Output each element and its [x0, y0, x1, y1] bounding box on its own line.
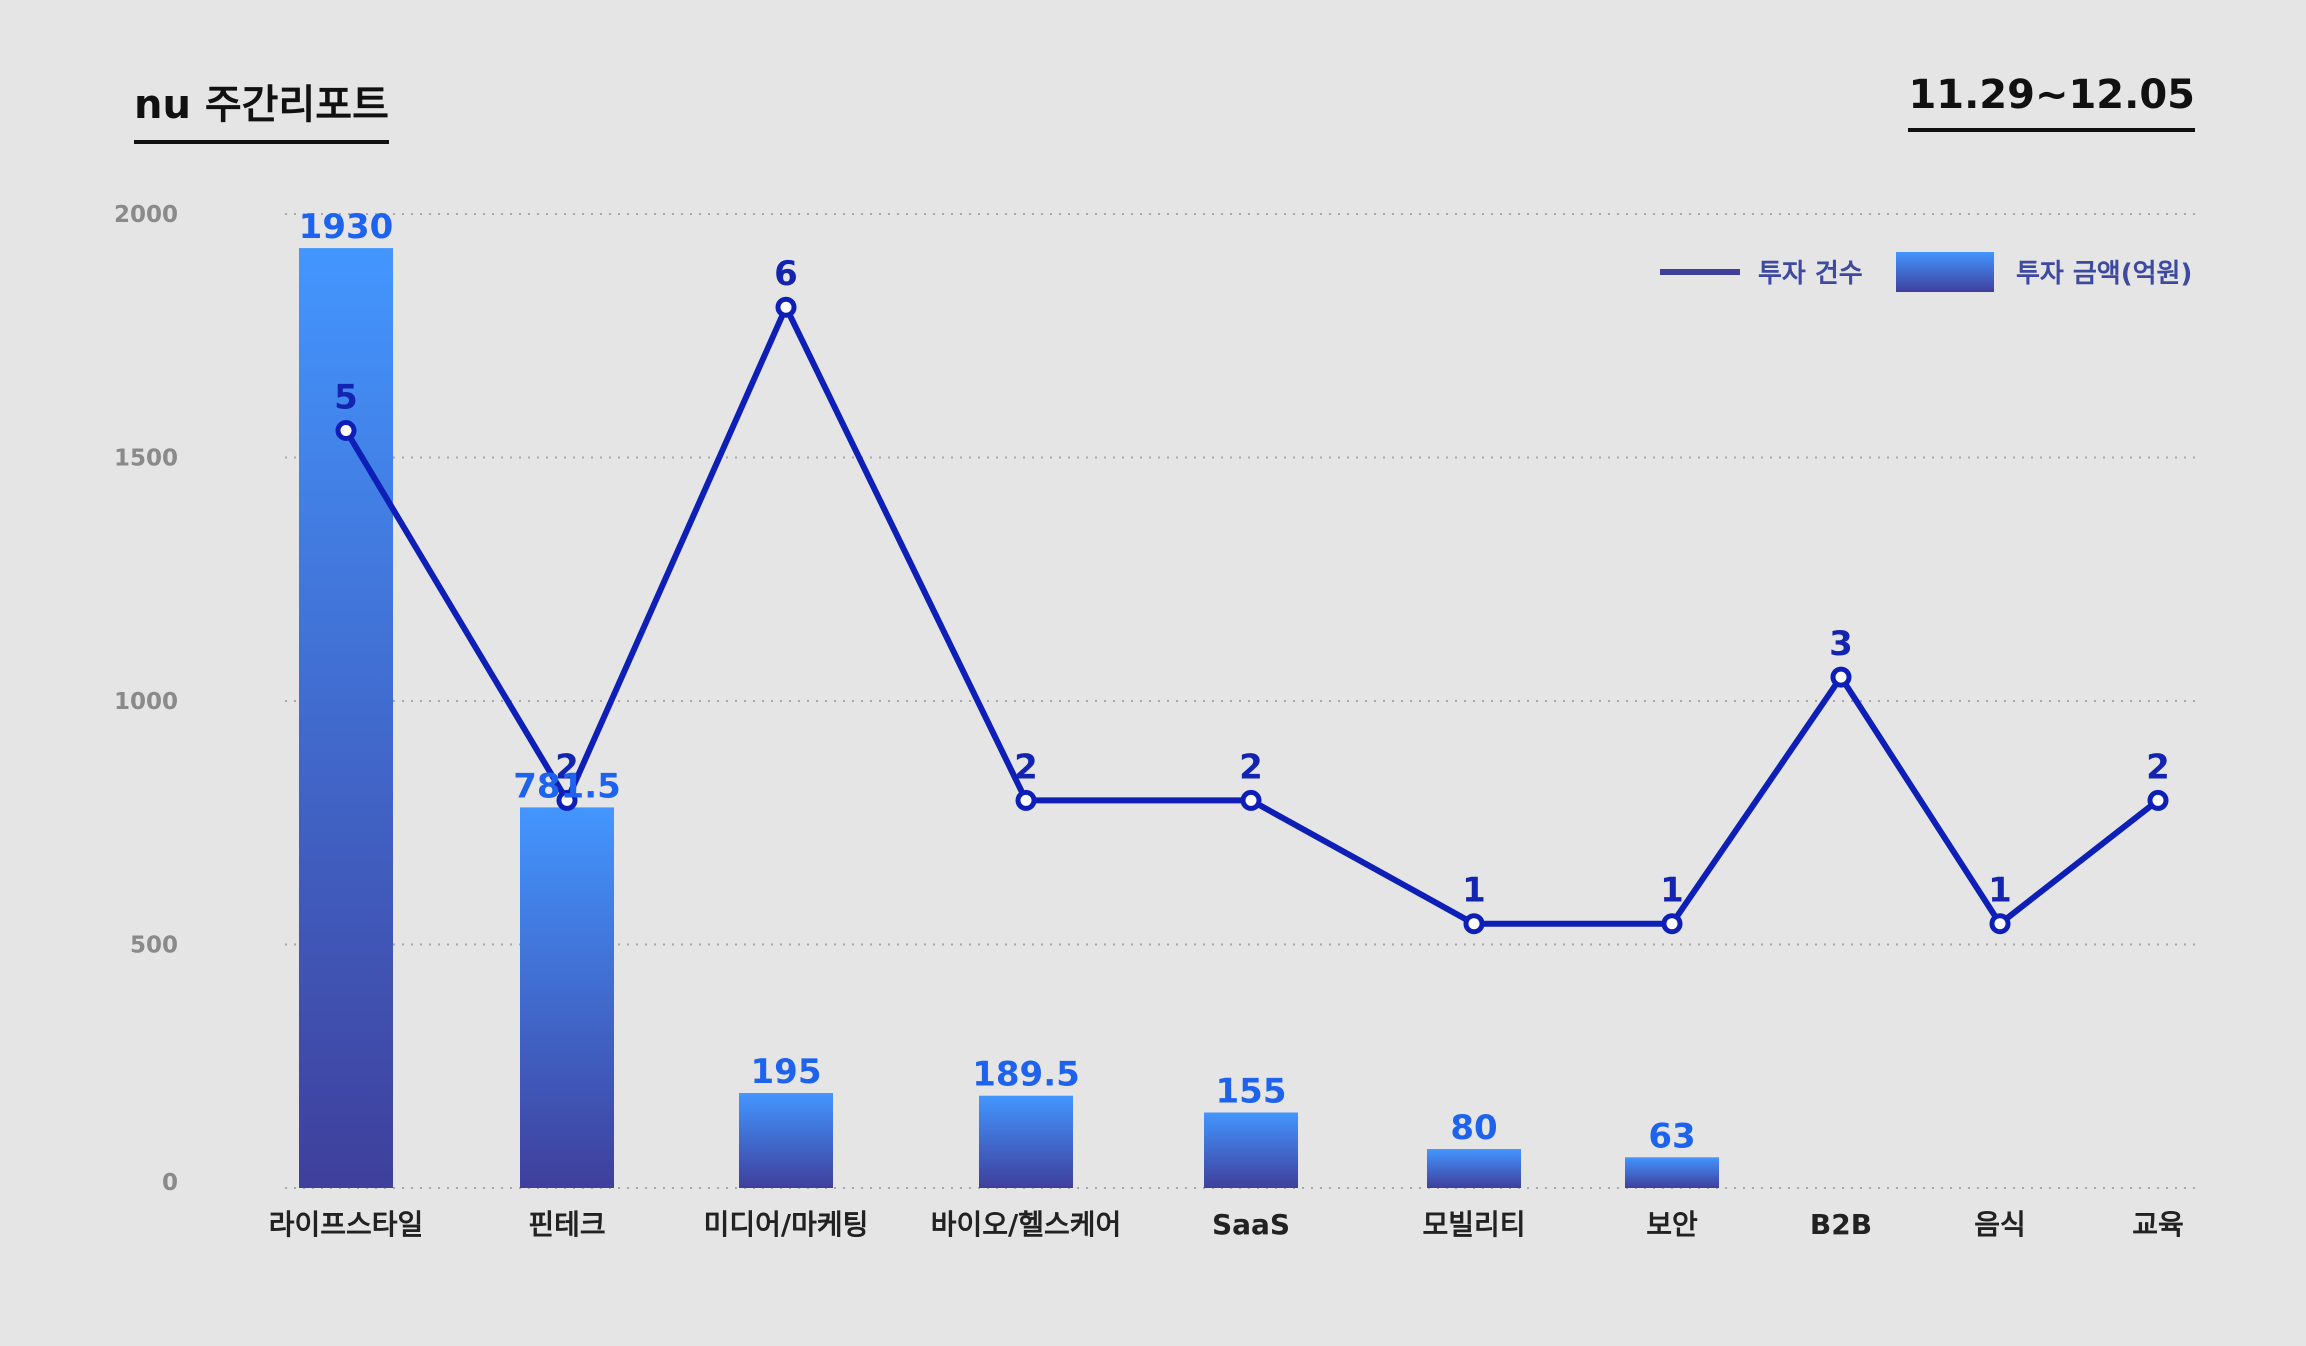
line-layer: 5 2 6 2 2 1 1 3 1 2: [334, 254, 2170, 935]
line-point: [775, 296, 797, 318]
line-point: [1015, 789, 1037, 811]
line-value-label: 2: [1239, 747, 1263, 787]
bar-value-label: 1930: [299, 207, 394, 247]
line-point: [1463, 913, 1485, 935]
bar-value-label: 63: [1648, 1116, 1695, 1156]
bar-value-label: 781.5: [513, 766, 621, 806]
line-value-label: 1: [1462, 871, 1486, 911]
x-category-label: 미디어/마케팅: [704, 1208, 869, 1241]
x-category-label: SaaS: [1212, 1208, 1290, 1241]
bar: [739, 1093, 833, 1188]
count-line: [343, 304, 2160, 927]
bar-layer: [299, 248, 1719, 1189]
x-category-label: B2B: [1810, 1208, 1872, 1241]
legend: 투자 건수 투자 금액(억원): [1660, 252, 2192, 292]
bar: [1204, 1112, 1298, 1188]
legend-bar-swatch: [1896, 252, 1994, 292]
line-value-label: 1: [1660, 871, 1684, 911]
line-value-label: 3: [1829, 624, 1853, 664]
line-value-label: 6: [774, 254, 798, 294]
x-category-label: 음식: [1974, 1208, 2026, 1241]
line-point: [1661, 913, 1683, 935]
bar: [1427, 1149, 1521, 1188]
line-point: [335, 420, 357, 441]
line-point: [1240, 789, 1262, 811]
line-point: [2147, 789, 2169, 811]
x-category-label: 교육: [2132, 1208, 2184, 1241]
grid-layer: 0 500 1000 1500 2000: [114, 202, 2196, 1196]
legend-bar-label: 투자 금액(억원): [2016, 259, 2192, 289]
x-category-label: 모빌리티: [1422, 1208, 1525, 1241]
x-category-label: 라이프스타일: [269, 1208, 424, 1241]
line-value-label: 5: [334, 378, 358, 418]
line-value-label: 2: [2146, 747, 2170, 787]
bar: [299, 248, 393, 1189]
y-tick-label: 500: [130, 933, 178, 959]
y-tick-label: 0: [162, 1170, 178, 1196]
line-value-label: 2: [555, 747, 579, 787]
y-tick-label: 1500: [114, 446, 178, 472]
bar-value-label: 80: [1450, 1108, 1497, 1148]
bar-value-label: 189.5: [972, 1055, 1080, 1095]
date-range: 11.29~12.05: [1908, 72, 2195, 132]
x-category-label: 바이오/헬스케어: [931, 1208, 1122, 1241]
line-point: [1830, 666, 1852, 688]
bar: [1625, 1157, 1719, 1188]
line-value-label: 1: [1988, 871, 2012, 911]
bar-value-label: 155: [1216, 1072, 1287, 1112]
x-category-label: 보안: [1646, 1208, 1698, 1241]
report-title: nu 주간리포트: [134, 72, 389, 144]
line-point: [1989, 913, 2011, 935]
x-category-label: 핀테크: [528, 1208, 605, 1241]
line-point: [556, 789, 578, 811]
bar: [979, 1095, 1073, 1188]
bar: [520, 807, 614, 1188]
legend-line-label: 투자 건수: [1758, 259, 1863, 289]
y-tick-label: 1000: [114, 689, 178, 715]
line-value-label: 2: [1014, 747, 1038, 787]
y-tick-label: 2000: [114, 202, 178, 228]
bar-value-label: 195: [751, 1052, 822, 1092]
